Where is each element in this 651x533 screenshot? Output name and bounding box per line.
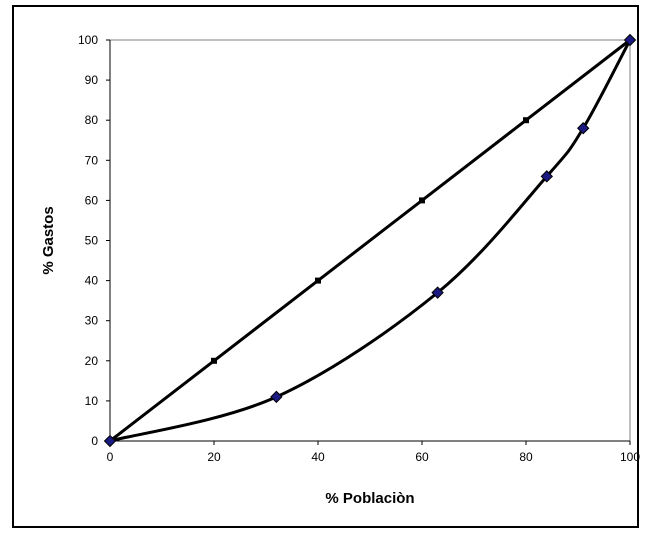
series-layer xyxy=(103,33,637,448)
x-axis-title: % Poblaciòn xyxy=(325,490,414,507)
series-1-point xyxy=(576,122,590,135)
y-axis-title: % Gastos xyxy=(40,206,57,274)
y-tick-label: 20 xyxy=(85,354,99,368)
x-tick-label: 40 xyxy=(311,450,325,464)
x-tick-label: 80 xyxy=(519,450,533,464)
series-1-point xyxy=(540,170,554,183)
axes: 0 10 20 30 40 50 60 70 80 90 100 0 20 40 60 80 100 xyxy=(78,33,640,464)
y-tick-label: 100 xyxy=(78,33,98,47)
series-0-line xyxy=(109,38,631,443)
x-tick-label: 20 xyxy=(207,450,221,464)
y-tick-label: 10 xyxy=(85,394,99,408)
series-0-point xyxy=(419,197,425,204)
x-tick-label: 100 xyxy=(620,450,640,464)
y-tick-label: 40 xyxy=(85,274,99,288)
y-tick-label: 80 xyxy=(85,113,99,127)
series-0-point xyxy=(523,117,529,124)
y-tick-label: 90 xyxy=(85,73,99,87)
series-0-point xyxy=(211,357,217,364)
series-1-point xyxy=(103,434,117,448)
y-tick-label: 0 xyxy=(91,434,98,448)
x-tick-label: 60 xyxy=(415,450,429,464)
series-1-point xyxy=(623,33,637,47)
series-0-point xyxy=(315,277,321,284)
y-tick-label: 50 xyxy=(85,234,99,248)
series-1-point xyxy=(431,286,444,299)
y-tick-label: 60 xyxy=(85,193,99,207)
x-tick-label: 0 xyxy=(107,450,114,464)
y-tick-label: 70 xyxy=(85,153,99,167)
series-1-point xyxy=(270,390,283,404)
y-tick-label: 30 xyxy=(85,314,99,328)
